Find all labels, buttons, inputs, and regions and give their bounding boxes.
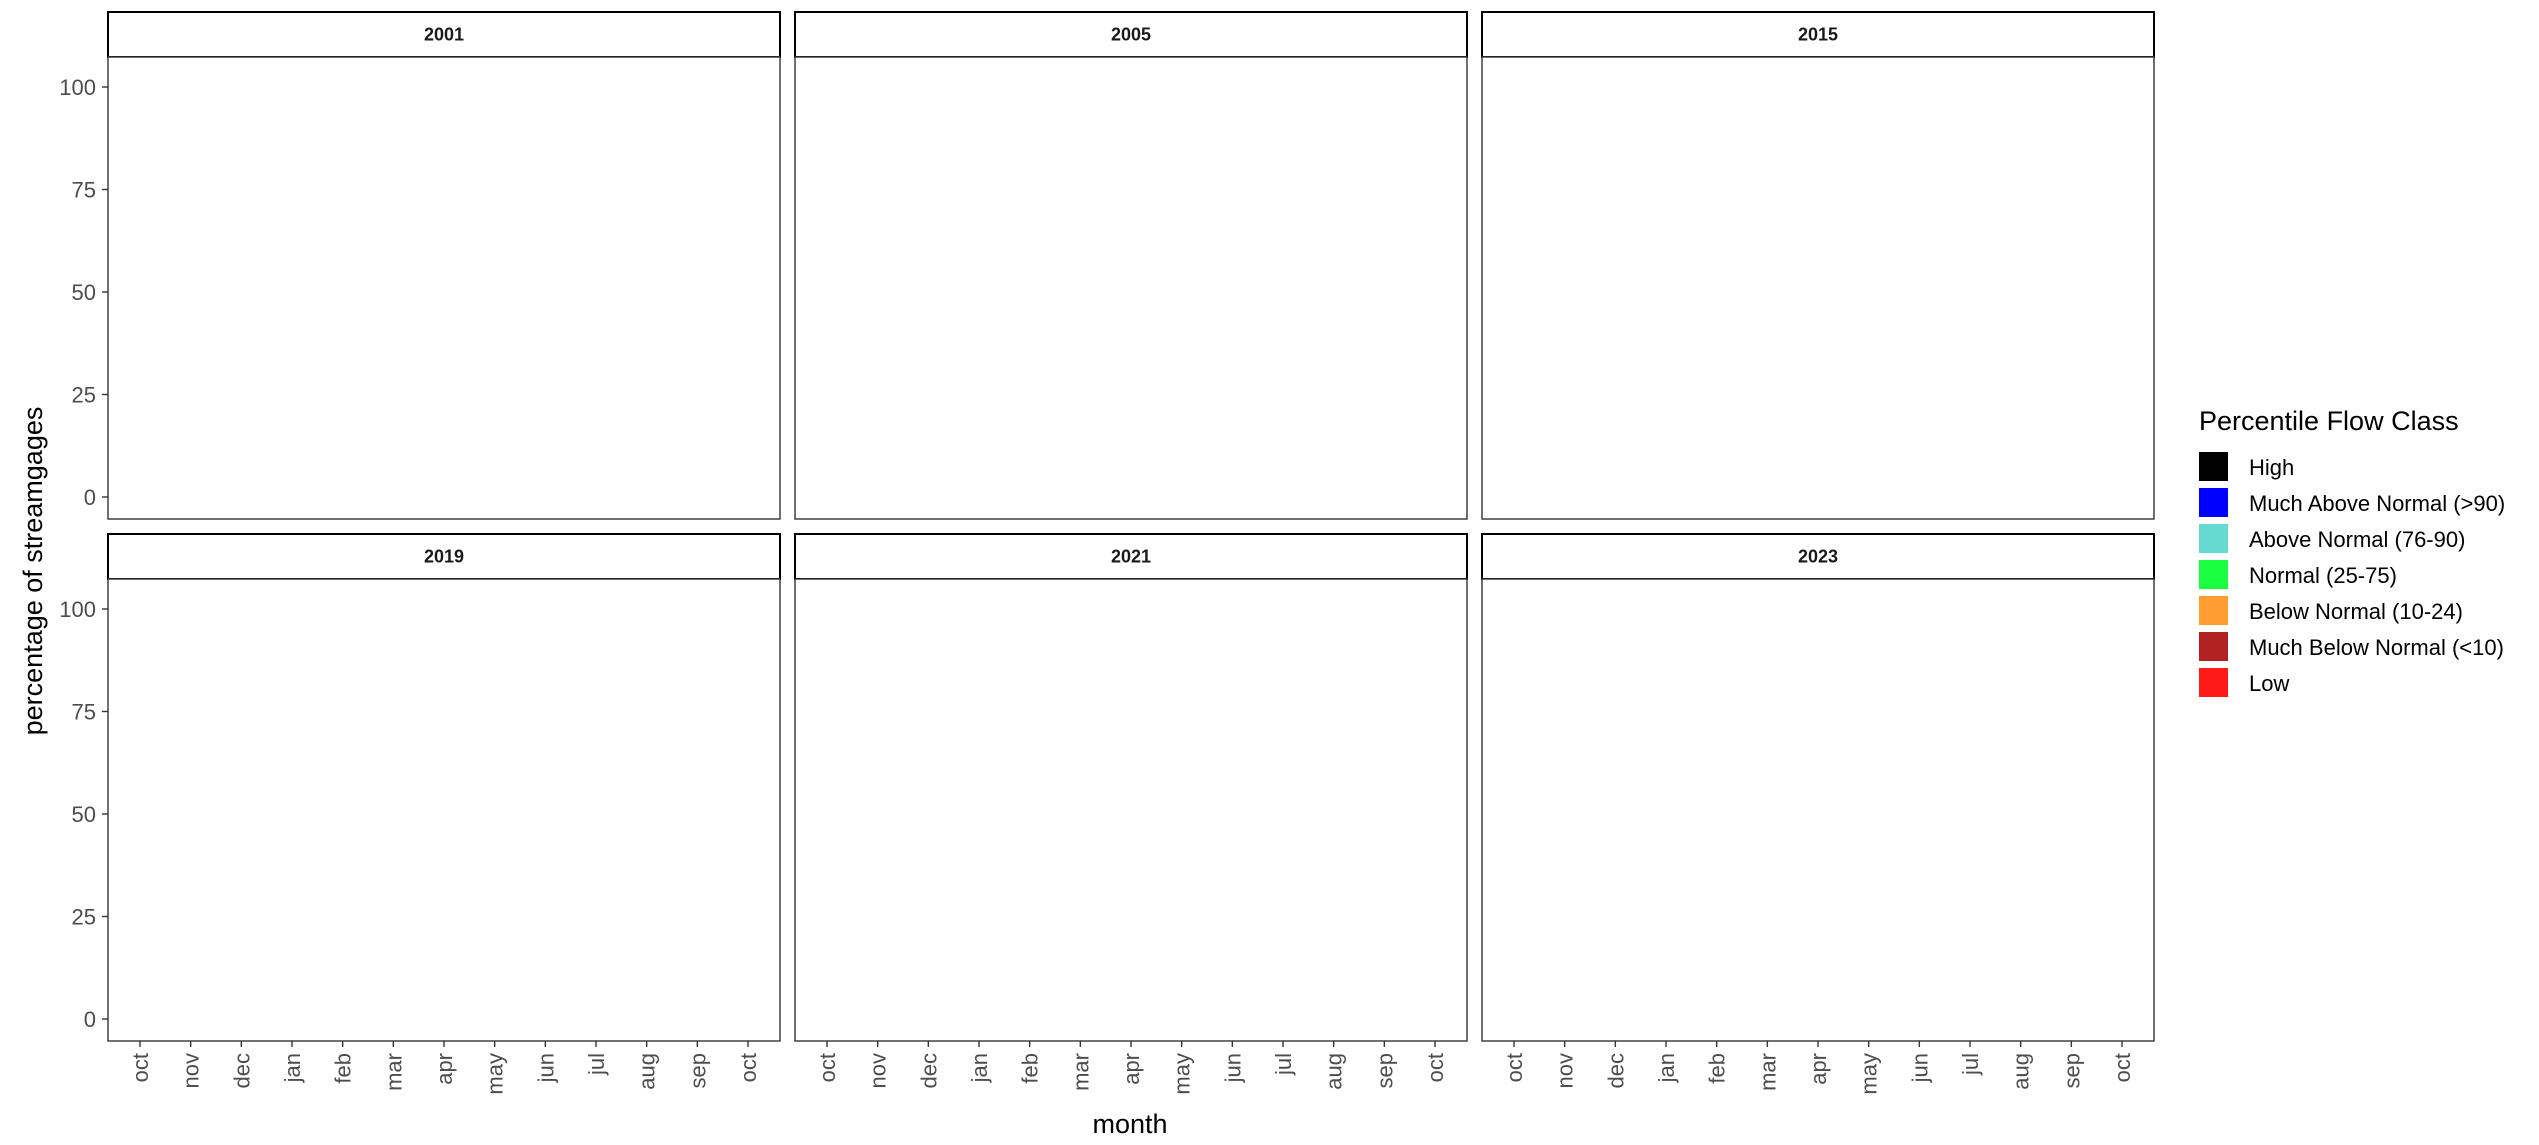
x-tick-label: apr (432, 1053, 457, 1085)
y-tick-label: 100 (59, 597, 96, 622)
facet-strip (794, 11, 1468, 58)
x-tick-label: nov (179, 1053, 204, 1088)
x-tick-label: may (1857, 1053, 1882, 1095)
legend-label-normal: Normal (25-75) (2249, 563, 2397, 588)
legend-label-high: High (2249, 455, 2294, 480)
x-tick-label: nov (866, 1053, 891, 1088)
facet-strip-label: 2001 (424, 25, 464, 45)
legend-label-low: Low (2249, 671, 2289, 696)
legend-swatch-much_below (2199, 632, 2228, 661)
legend-label-above: Above Normal (76-90) (2249, 527, 2465, 552)
x-axis-title: month (1092, 1109, 1167, 1139)
facet-strip (1481, 533, 2155, 580)
legend-swatch-much_above (2199, 488, 2228, 517)
x-tick-label: oct (1502, 1053, 1527, 1082)
x-tick-label: jan (1654, 1053, 1679, 1083)
panel-border (107, 56, 781, 520)
facet-panel-2023: 2023 oct nov dec jan feb mar apr may jun jul aug sep… (1481, 533, 2155, 1095)
y-tick-label: 75 (72, 178, 96, 203)
x-tick-label: dec (229, 1053, 254, 1088)
x-tick-label: jul (584, 1053, 609, 1076)
y-tick-label: 25 (72, 905, 96, 930)
x-tick-label: dec (916, 1053, 941, 1088)
x-tick-label: may (483, 1053, 508, 1095)
facet-panel-2021: 2021 oct nov dec jan feb mar apr may jun jul aug sep… (794, 533, 1468, 1095)
x-tick-label: jun (1907, 1053, 1932, 1083)
facet-strip-label: 2015 (1798, 25, 1838, 45)
legend-swatch-below (2199, 596, 2228, 625)
y-tick-label: 0 (84, 485, 96, 510)
x-tick-label: sep (1372, 1053, 1397, 1088)
x-tick-label: jan (280, 1053, 305, 1083)
x-tick-label: jul (1271, 1053, 1296, 1076)
x-tick-label: oct (2110, 1053, 2135, 1082)
x-tick-label: nov (1553, 1053, 1578, 1088)
x-tick-label: mar (1068, 1053, 1093, 1091)
panel-border (1481, 578, 2155, 1042)
facet-strip-label: 2023 (1798, 547, 1838, 567)
y-tick-label: 0 (84, 1007, 96, 1032)
facet-panel-2001: 2001 0 25 50 75 100 (59, 11, 781, 520)
legend-title: Percentile Flow Class (2199, 406, 2459, 436)
x-tick-label: oct (736, 1053, 761, 1082)
x-tick-label: jun (1220, 1053, 1245, 1083)
x-tick-label: jan (967, 1053, 992, 1083)
panel-border (794, 578, 1468, 1042)
x-tick-label: sep (685, 1053, 710, 1088)
legend: Percentile Flow Class High Much Above Norm… (2199, 406, 2505, 697)
legend-label-much_above: Much Above Normal (>90) (2249, 491, 2505, 516)
x-tick-label: oct (1423, 1053, 1448, 1082)
y-axis-title: percentage of streamgages (18, 407, 48, 736)
legend-swatch-low (2199, 668, 2228, 697)
facet-strip-label: 2005 (1111, 25, 1151, 45)
x-tick-label: aug (1322, 1053, 1347, 1090)
facet-strip (794, 533, 1468, 580)
x-tick-label: feb (331, 1053, 356, 1084)
facet-strip (107, 11, 781, 58)
y-tick-label: 100 (59, 75, 96, 100)
x-tick-label: mar (381, 1053, 406, 1091)
legend-swatch-high (2199, 452, 2228, 481)
facet-panel-2015: 2015 (1481, 11, 2155, 520)
panel-border (1481, 56, 2155, 520)
x-tick-label: oct (815, 1053, 840, 1082)
x-tick-label: apr (1119, 1053, 1144, 1085)
x-tick-label: aug (2009, 1053, 2034, 1090)
x-tick-label: apr (1806, 1053, 1831, 1085)
x-tick-label: mar (1755, 1053, 1780, 1091)
x-tick-label: oct (128, 1053, 153, 1082)
facet-strip-label: 2021 (1111, 547, 1151, 567)
x-tick-label: dec (1603, 1053, 1628, 1088)
facet-panel-2005: 2005 (794, 11, 1468, 520)
panel-border (107, 578, 781, 1042)
y-tick-label: 50 (72, 802, 96, 827)
y-tick-label: 75 (72, 700, 96, 725)
panel-border (794, 56, 1468, 520)
legend-label-below: Below Normal (10-24) (2249, 599, 2463, 624)
x-tick-label: sep (2059, 1053, 2084, 1088)
x-tick-label: feb (1018, 1053, 1043, 1084)
x-tick-label: aug (635, 1053, 660, 1090)
x-tick-label: jun (533, 1053, 558, 1083)
x-tick-label: feb (1705, 1053, 1730, 1084)
legend-label-much_below: Much Below Normal (<10) (2249, 635, 2504, 660)
x-tick-label: may (1170, 1053, 1195, 1095)
y-tick-label: 50 (72, 280, 96, 305)
x-tick-label: jul (1958, 1053, 1983, 1076)
legend-swatch-normal (2199, 560, 2228, 589)
y-tick-label: 25 (72, 383, 96, 408)
facet-strip-label: 2019 (424, 547, 464, 567)
legend-swatch-above (2199, 524, 2228, 553)
